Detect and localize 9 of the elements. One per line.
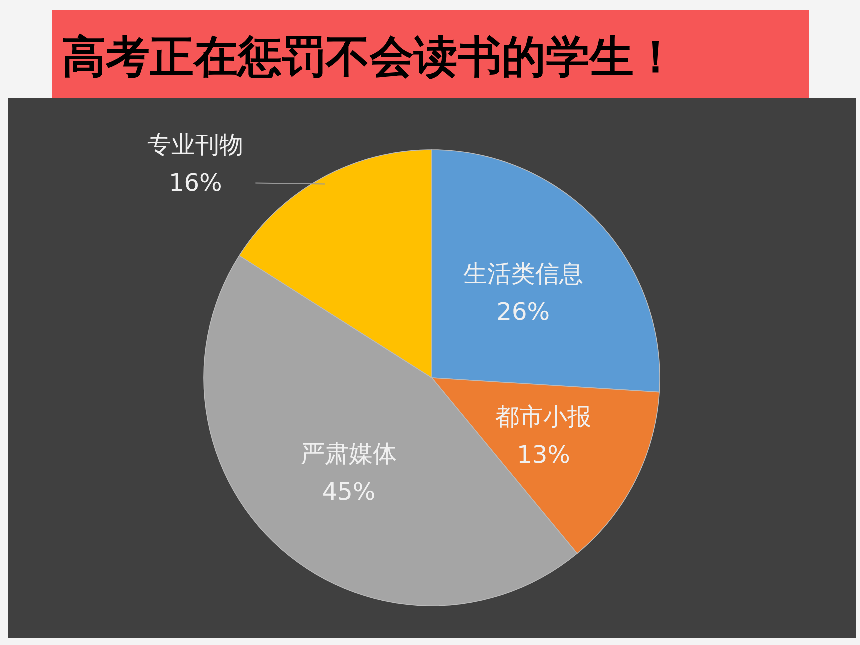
- slice-label: 严肃媒体: [301, 440, 398, 468]
- data-label: 45%: [322, 478, 376, 506]
- data-label: 13%: [517, 440, 570, 469]
- data-label: 16%: [169, 169, 222, 198]
- data-label: 26%: [496, 298, 550, 326]
- chart-title: 高考正在惩罚不会读书的学生！: [62, 32, 678, 83]
- slice-label: 生活类信息: [463, 260, 584, 288]
- slice-label: 专业刊物: [148, 131, 244, 160]
- slice-label: 都市小报: [496, 402, 592, 431]
